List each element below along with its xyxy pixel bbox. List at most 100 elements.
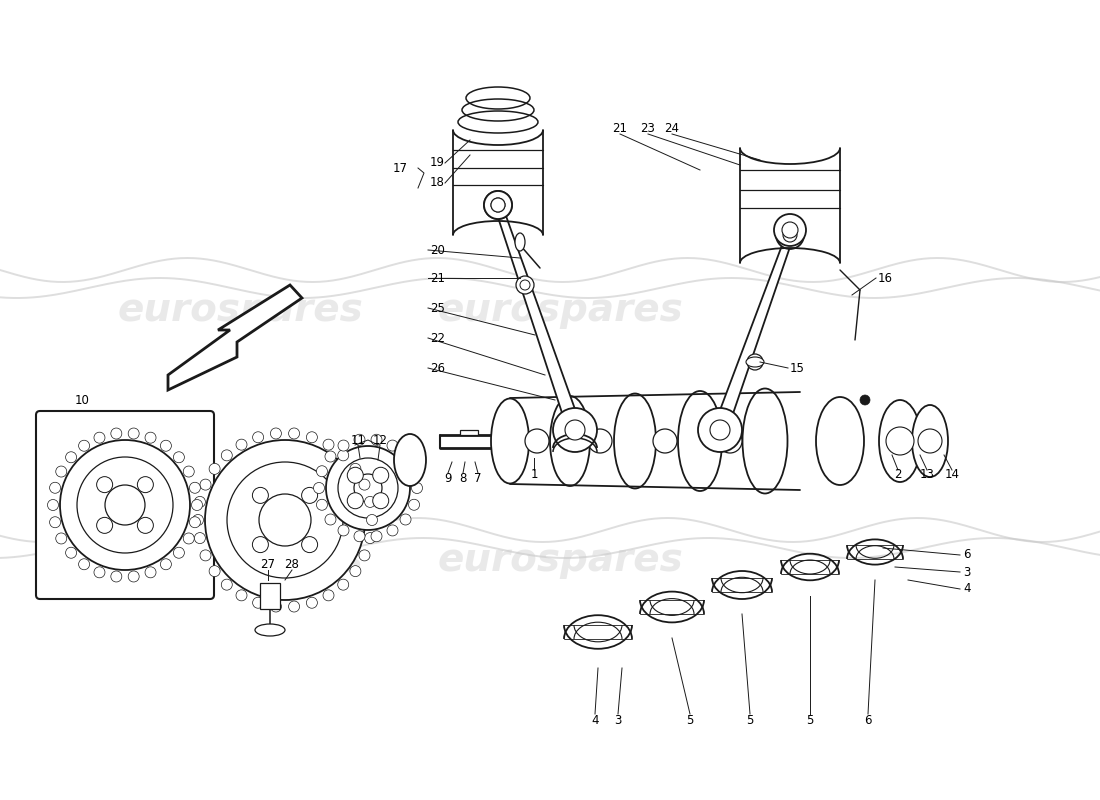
Circle shape [323,439,334,450]
Ellipse shape [678,391,722,491]
Circle shape [56,533,67,544]
Circle shape [387,440,398,451]
Circle shape [653,429,676,453]
Text: 22: 22 [430,331,446,345]
Circle shape [161,558,172,570]
Circle shape [364,497,375,507]
Circle shape [78,440,89,451]
Text: 3: 3 [964,566,970,578]
Circle shape [221,579,232,590]
Circle shape [209,463,220,474]
Text: 23: 23 [640,122,656,134]
Circle shape [145,567,156,578]
Circle shape [288,428,299,439]
Text: 10: 10 [75,394,89,406]
Circle shape [698,408,742,452]
Circle shape [359,550,370,561]
Circle shape [307,598,318,608]
Circle shape [307,432,318,442]
Text: 8: 8 [460,471,466,485]
Circle shape [324,514,336,525]
Circle shape [354,434,365,446]
Circle shape [408,499,419,510]
Text: 26: 26 [430,362,446,374]
Circle shape [66,452,77,462]
Circle shape [174,547,185,558]
Circle shape [400,514,411,525]
Circle shape [354,530,365,542]
Ellipse shape [491,398,529,483]
Circle shape [710,420,730,440]
Circle shape [317,466,328,477]
Circle shape [886,427,914,455]
Circle shape [520,280,530,290]
Circle shape [271,601,282,612]
Text: eurospares: eurospares [437,541,683,579]
Text: 5: 5 [806,714,814,726]
Text: eurospares: eurospares [117,291,363,329]
Circle shape [77,457,173,553]
Ellipse shape [614,394,656,489]
Circle shape [323,590,334,601]
Circle shape [301,487,318,503]
Circle shape [565,420,585,440]
Circle shape [236,439,248,450]
Circle shape [338,458,398,518]
Circle shape [253,598,264,608]
Text: 7: 7 [474,471,482,485]
Text: 3: 3 [614,714,622,726]
Text: 4: 4 [964,582,970,595]
Text: 12: 12 [373,434,387,446]
Circle shape [191,499,202,510]
Circle shape [94,567,104,578]
Circle shape [221,450,232,461]
Polygon shape [168,285,302,390]
Circle shape [200,550,211,561]
Circle shape [195,497,206,507]
Circle shape [516,276,534,294]
Circle shape [301,537,318,553]
Circle shape [97,477,112,493]
Circle shape [354,474,382,502]
Circle shape [138,518,153,534]
Text: 18: 18 [430,177,444,190]
Text: eurospares: eurospares [117,541,363,579]
Ellipse shape [255,624,285,636]
Circle shape [366,514,377,526]
Bar [460,430,478,435]
Circle shape [373,467,388,483]
Circle shape [288,601,299,612]
Ellipse shape [515,233,525,251]
Circle shape [161,440,172,451]
Circle shape [227,462,343,578]
Text: 6: 6 [865,714,871,726]
Ellipse shape [879,400,921,482]
Text: 6: 6 [964,549,970,562]
Ellipse shape [746,357,764,367]
Circle shape [209,566,220,577]
Circle shape [317,499,328,510]
Circle shape [918,429,942,453]
Text: 15: 15 [790,362,805,374]
Circle shape [371,434,382,446]
Text: 14: 14 [945,469,959,482]
Ellipse shape [912,405,948,477]
Text: 25: 25 [430,302,444,314]
Ellipse shape [816,397,864,485]
Circle shape [782,222,797,238]
Circle shape [111,428,122,439]
Circle shape [314,482,324,494]
Circle shape [350,566,361,577]
Circle shape [129,571,140,582]
FancyBboxPatch shape [36,411,215,599]
Text: 5: 5 [686,714,694,726]
Circle shape [189,482,200,494]
Circle shape [258,494,311,546]
Circle shape [252,487,268,503]
Circle shape [138,477,153,493]
Text: 5: 5 [746,714,754,726]
Text: 21: 21 [613,122,627,134]
Circle shape [484,191,512,219]
Circle shape [484,191,512,219]
Circle shape [205,440,365,600]
